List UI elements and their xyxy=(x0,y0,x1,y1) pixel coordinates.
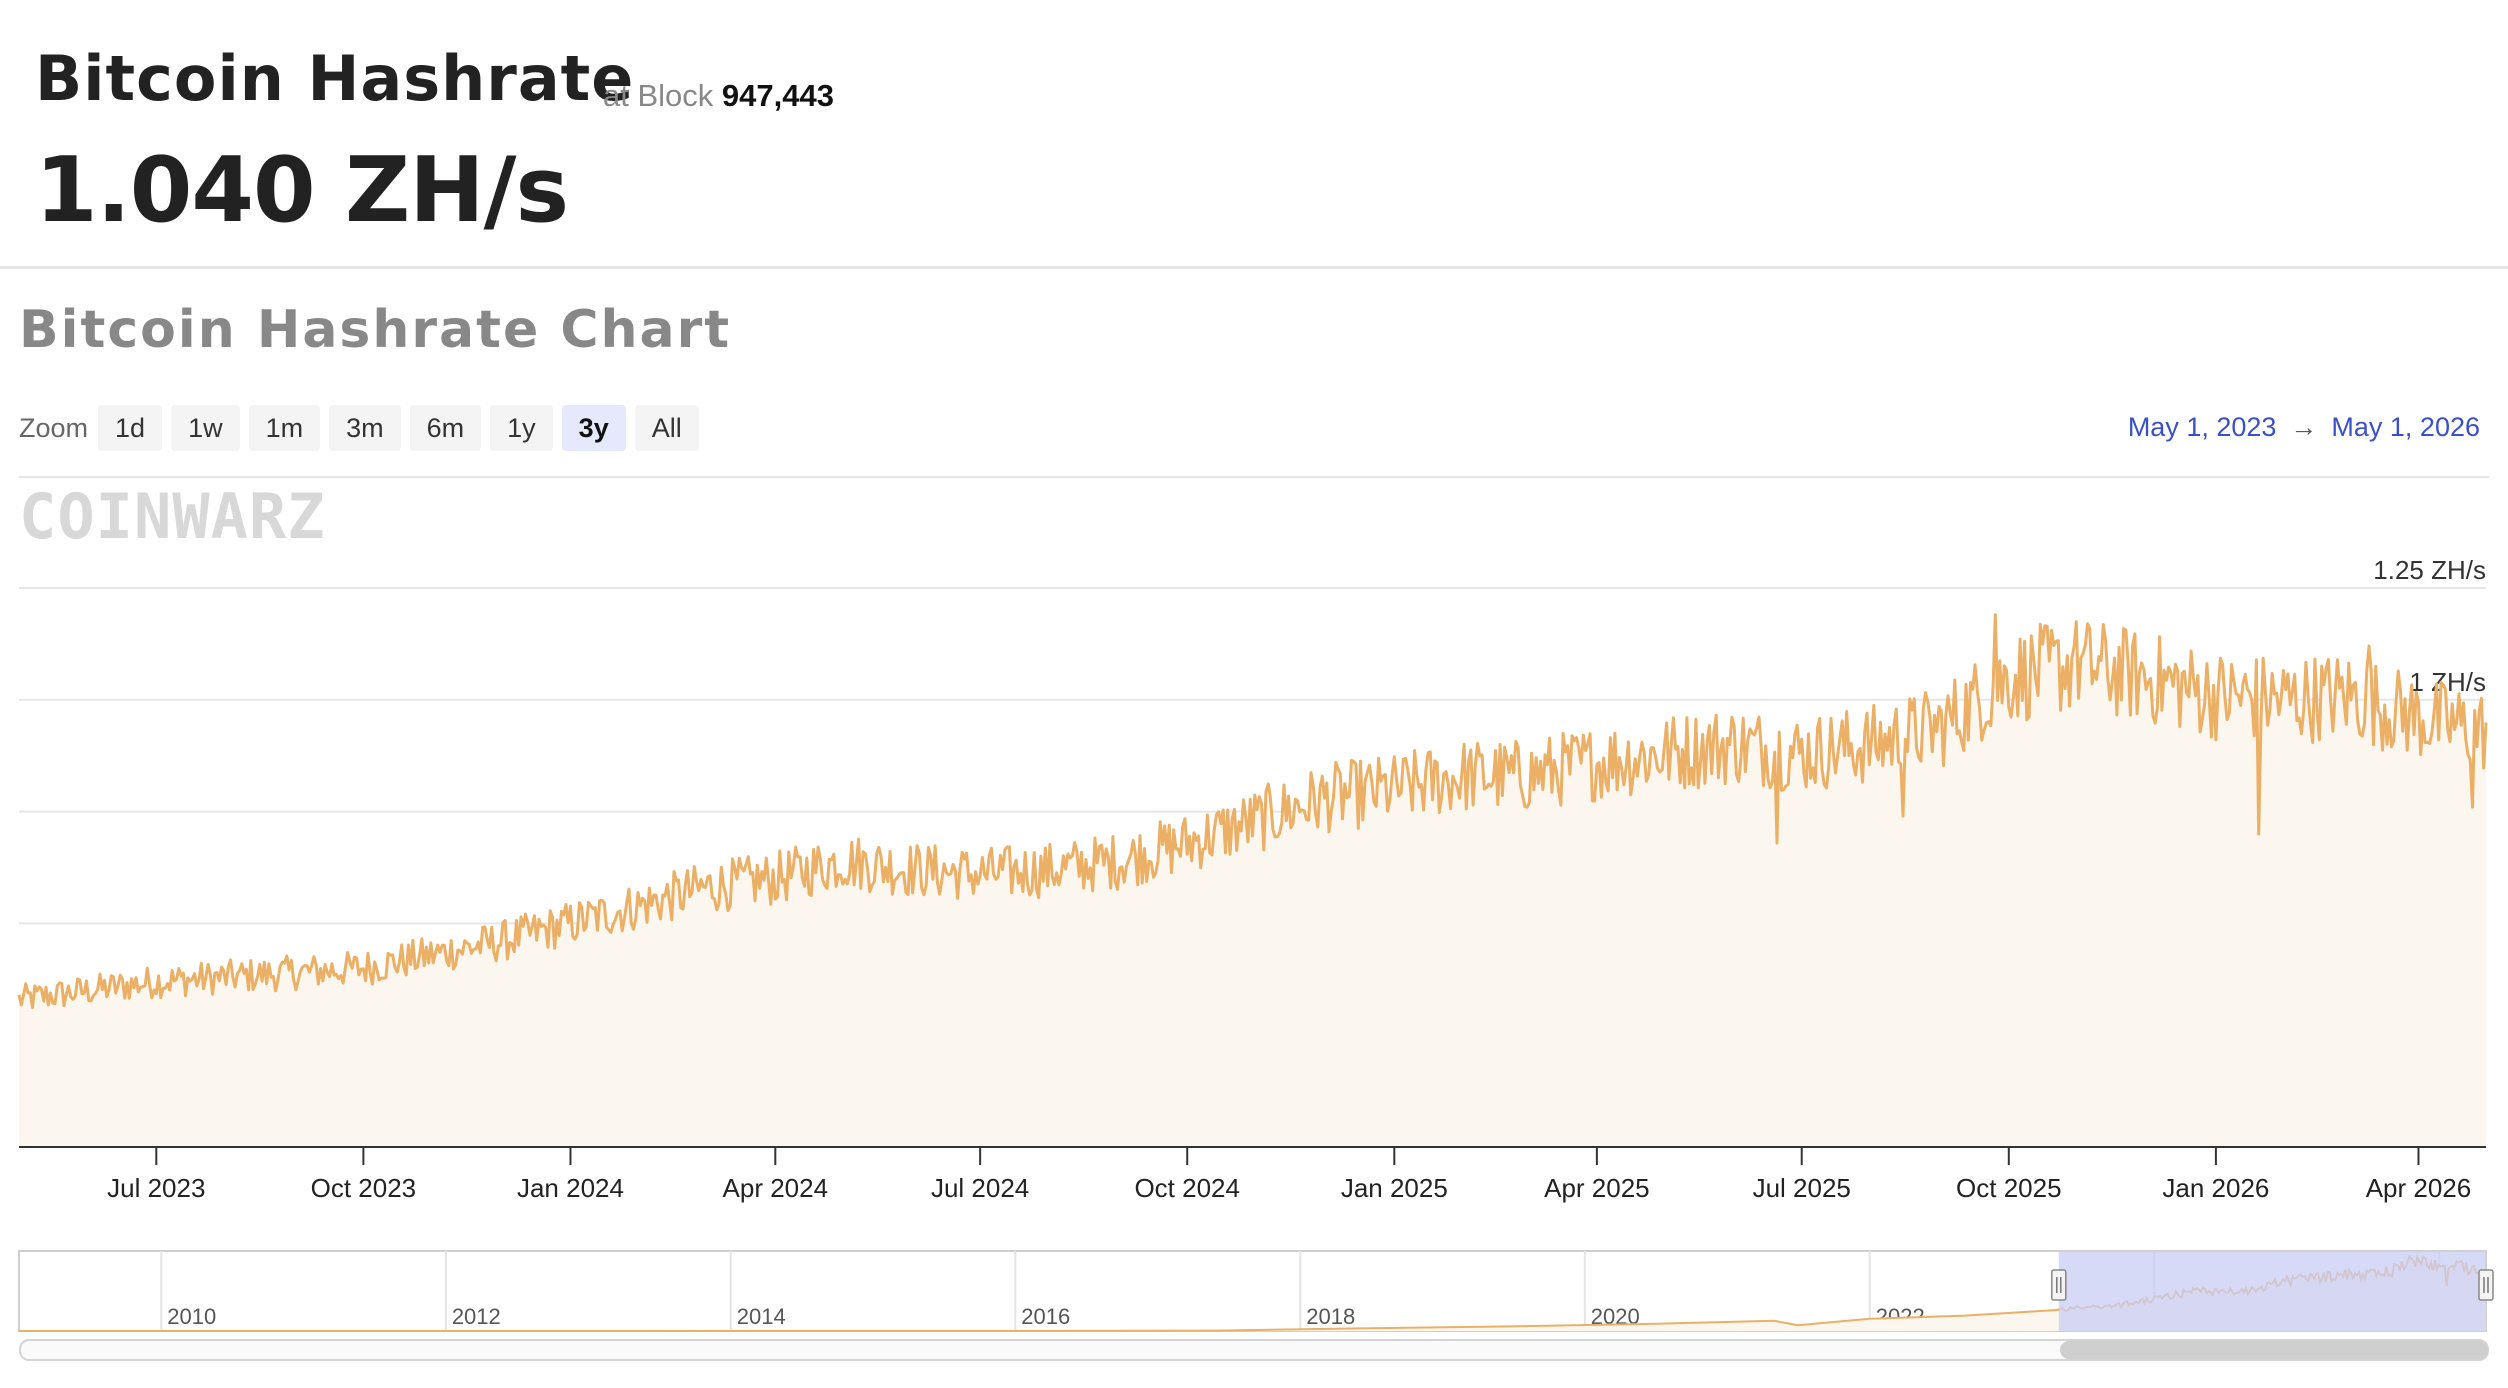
range-to-date[interactable]: May 1, 2026 xyxy=(2331,412,2480,442)
zoom-3y-button[interactable]: 3y xyxy=(561,405,626,451)
navigator-year-label: 2010 xyxy=(167,1304,216,1329)
x-tick-label: Jan 2026 xyxy=(2162,1173,2269,1203)
x-tick-label: Oct 2024 xyxy=(1134,1173,1240,1203)
zoom-label: Zoom xyxy=(19,412,89,443)
zoom-1w-button[interactable]: 1w xyxy=(171,405,240,451)
block-number: 947,443 xyxy=(721,78,834,113)
x-tick-label: Oct 2023 xyxy=(311,1173,417,1203)
chart-top-divider xyxy=(19,476,2489,478)
navigator-year-label: 2012 xyxy=(452,1304,501,1329)
zoom-6m-button[interactable]: 6m xyxy=(409,405,482,451)
x-tick-label: Oct 2025 xyxy=(1956,1173,2062,1203)
x-tick-label: Jan 2024 xyxy=(517,1173,624,1203)
x-tick-label: Apr 2024 xyxy=(723,1173,829,1203)
navigator-scrollbar-thumb[interactable] xyxy=(2060,1341,2488,1359)
coinwarz-watermark-logo: COINWARZ xyxy=(19,480,326,553)
chart-title: Bitcoin Hashrate Chart xyxy=(19,300,732,360)
hashrate-series-line xyxy=(17,613,2488,1009)
navigator-year-label: 2016 xyxy=(1021,1304,1070,1329)
block-info: at Block 947,443 xyxy=(603,78,834,114)
zoom-bar: Zoom 1d 1w 1m 3m 6m 1y 3y All xyxy=(19,405,708,451)
navigator-year-label: 2014 xyxy=(737,1304,786,1329)
navigator-selection xyxy=(2058,1251,2486,1331)
navigator-right-handle[interactable] xyxy=(2478,1269,2494,1301)
y-tick-label: 1.25 ZH/s xyxy=(2373,555,2486,585)
header-divider xyxy=(0,266,2508,269)
range-from-date[interactable]: May 1, 2023 xyxy=(2127,412,2277,442)
block-prefix: at Block xyxy=(603,78,714,113)
hashrate-chart[interactable]: 0250 EH/s500 EH/s750 EH/s1 ZH/s1.25 ZH/s… xyxy=(0,540,2508,1240)
zoom-1d-button[interactable]: 1d xyxy=(98,405,163,451)
zoom-3m-button[interactable]: 3m xyxy=(329,405,401,451)
current-hashrate: 1.040 ZH/s xyxy=(35,138,569,243)
x-tick-label: Jul 2024 xyxy=(931,1173,1029,1203)
navigator-scrollbar[interactable] xyxy=(19,1339,2489,1361)
x-tick-label: Jan 2025 xyxy=(1341,1173,1448,1203)
navigator-year-label: 2018 xyxy=(1306,1304,1355,1329)
x-tick-label: Apr 2025 xyxy=(1544,1173,1650,1203)
navigator-left-handle[interactable] xyxy=(2051,1269,2067,1301)
chart-navigator[interactable]: 201020122014201620182020202220242... xyxy=(0,1245,2508,1337)
page-title: Bitcoin Hashrate xyxy=(35,42,635,115)
arrow-right-icon: → xyxy=(2290,412,2318,442)
date-range: May 1, 2023 → May 1, 2026 xyxy=(2128,412,2480,443)
zoom-1m-button[interactable]: 1m xyxy=(248,405,321,451)
y-tick-label: 1 ZH/s xyxy=(2409,667,2486,697)
hashrate-area xyxy=(19,614,2486,1147)
x-tick-label: Apr 2026 xyxy=(2366,1173,2472,1203)
x-tick-label: Jul 2023 xyxy=(107,1173,205,1203)
zoom-1y-button[interactable]: 1y xyxy=(490,405,553,451)
x-tick-label: Jul 2025 xyxy=(1753,1173,1851,1203)
zoom-all-button[interactable]: All xyxy=(634,405,699,451)
